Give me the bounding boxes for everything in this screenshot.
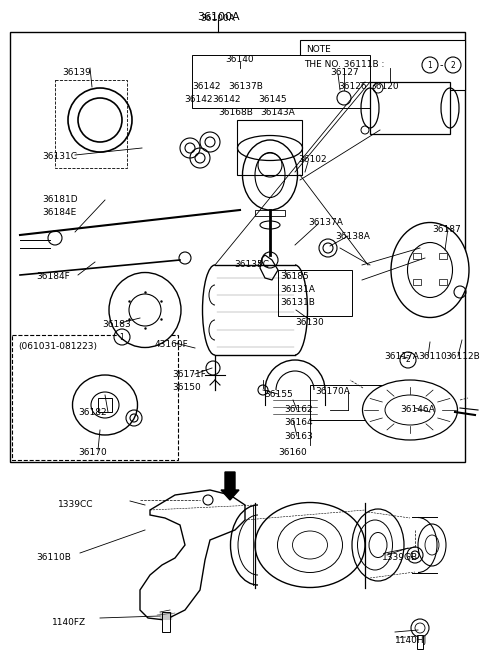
- Ellipse shape: [362, 380, 457, 440]
- Ellipse shape: [391, 223, 469, 317]
- Text: 36168B: 36168B: [218, 108, 253, 117]
- Text: 36102: 36102: [298, 155, 326, 164]
- Bar: [10, 32, 465, 462]
- Ellipse shape: [352, 509, 404, 581]
- Bar: [370, 82, 450, 134]
- Bar: [237, 120, 302, 175]
- Bar: [278, 270, 352, 316]
- Text: 36155: 36155: [264, 390, 293, 399]
- Text: 36143A: 36143A: [260, 108, 295, 117]
- Bar: [310, 385, 400, 420]
- Text: 1339CC: 1339CC: [58, 500, 94, 509]
- Bar: [417, 635, 423, 649]
- FancyArrow shape: [221, 472, 239, 500]
- Text: 36140: 36140: [226, 55, 254, 64]
- Bar: [300, 40, 465, 90]
- Ellipse shape: [72, 375, 137, 435]
- Bar: [413, 279, 421, 284]
- Bar: [439, 279, 447, 284]
- Text: 36130: 36130: [295, 318, 324, 327]
- Bar: [439, 253, 447, 260]
- Text: 36142: 36142: [212, 95, 240, 104]
- Text: 36135C: 36135C: [234, 260, 269, 269]
- Text: 36126: 36126: [338, 82, 367, 91]
- Text: 36182: 36182: [78, 408, 107, 417]
- Text: 36137A: 36137A: [308, 218, 343, 227]
- Text: 36117A: 36117A: [384, 352, 419, 361]
- Text: 36160: 36160: [278, 448, 307, 457]
- Text: 36110B: 36110B: [36, 553, 71, 562]
- Text: 1: 1: [428, 60, 432, 70]
- Text: 36150: 36150: [172, 383, 201, 392]
- Text: 36142: 36142: [192, 82, 220, 91]
- Text: 36112B: 36112B: [445, 352, 480, 361]
- Text: (061031-081223): (061031-081223): [18, 342, 97, 351]
- Text: 36138A: 36138A: [335, 232, 370, 241]
- Text: 36183: 36183: [102, 320, 131, 329]
- Text: -: -: [439, 60, 443, 70]
- Text: 36100A: 36100A: [201, 14, 235, 23]
- Bar: [413, 253, 421, 260]
- Text: 36120: 36120: [370, 82, 398, 91]
- Text: 36100A: 36100A: [197, 12, 240, 22]
- Text: 36164: 36164: [284, 418, 312, 427]
- Text: 36146A: 36146A: [400, 405, 435, 414]
- Bar: [55, 80, 127, 168]
- Text: 36145: 36145: [258, 95, 287, 104]
- Text: 36131A: 36131A: [280, 285, 315, 294]
- Text: 36181D: 36181D: [42, 195, 78, 204]
- Text: 1140FZ: 1140FZ: [52, 618, 86, 627]
- Text: 43160F: 43160F: [155, 340, 189, 349]
- Text: 36127: 36127: [330, 68, 359, 77]
- Text: NOTE: NOTE: [306, 45, 331, 54]
- Text: 36162: 36162: [284, 405, 312, 414]
- Text: 36163: 36163: [284, 432, 313, 441]
- Text: 1339GB: 1339GB: [382, 553, 418, 562]
- Text: 2: 2: [406, 355, 410, 365]
- Text: 36184F: 36184F: [36, 272, 70, 281]
- Text: 36110: 36110: [418, 352, 447, 361]
- Text: 2: 2: [451, 60, 456, 70]
- Text: 36170: 36170: [78, 448, 107, 457]
- Text: 36139: 36139: [62, 68, 91, 77]
- Bar: [192, 55, 370, 108]
- Bar: [98, 398, 112, 412]
- Text: 36131B: 36131B: [280, 298, 315, 307]
- Bar: [162, 612, 170, 632]
- Text: THE NO. 36111B :: THE NO. 36111B :: [304, 60, 387, 69]
- Text: 36131C: 36131C: [42, 152, 77, 161]
- Text: 36187: 36187: [432, 225, 461, 234]
- Text: 1: 1: [120, 332, 124, 342]
- Text: 36170A: 36170A: [315, 387, 350, 396]
- Bar: [12, 335, 178, 460]
- Text: 36171F: 36171F: [172, 370, 206, 379]
- Text: 36137B: 36137B: [228, 82, 263, 91]
- Ellipse shape: [109, 273, 181, 348]
- Bar: [255, 210, 285, 216]
- Text: 36184E: 36184E: [42, 208, 76, 217]
- Text: 36142: 36142: [184, 95, 213, 104]
- Text: 1140HJ: 1140HJ: [395, 636, 427, 645]
- Ellipse shape: [418, 524, 446, 566]
- Text: 36185: 36185: [280, 272, 309, 281]
